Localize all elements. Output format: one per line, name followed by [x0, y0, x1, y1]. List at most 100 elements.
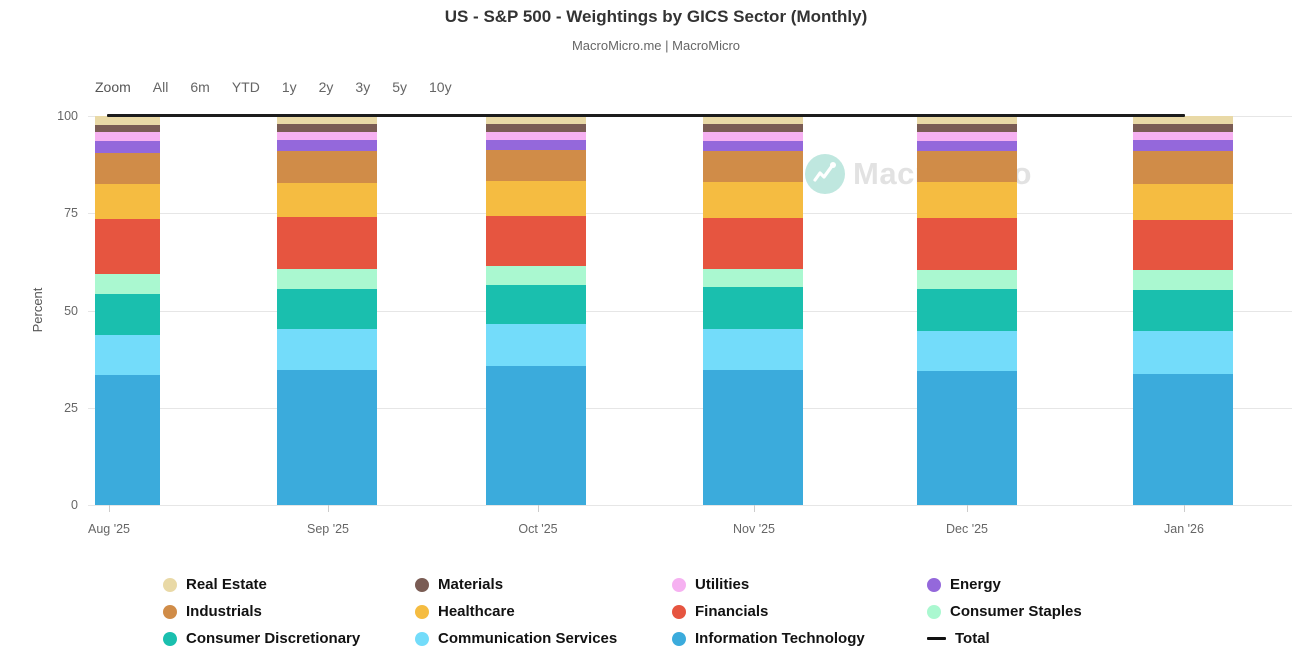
bar-segment-healthcare[interactable]	[277, 183, 377, 218]
legend-item-industrials[interactable]: Industrials	[163, 603, 415, 620]
bar-segment-financials[interactable]	[486, 216, 586, 267]
bar-segment-healthcare[interactable]	[486, 181, 586, 217]
range-button-10y[interactable]: 10y	[429, 79, 452, 95]
bar-segment-utilities[interactable]	[1133, 132, 1233, 141]
range-button-6m[interactable]: 6m	[190, 79, 210, 95]
legend-item-materials[interactable]: Materials	[415, 576, 672, 593]
bar-segment-real-estate[interactable]	[486, 116, 586, 124]
bar-segment-consumer-staples[interactable]	[277, 269, 377, 289]
bar-segment-industrials[interactable]	[486, 149, 586, 182]
bar-segment-utilities[interactable]	[277, 131, 377, 141]
bar-segment-communication-services[interactable]	[95, 334, 160, 375]
bar-segment-consumer-staples[interactable]	[703, 268, 803, 288]
legend-item-real-estate[interactable]: Real Estate	[163, 576, 415, 593]
x-tick-aug-25	[109, 505, 110, 512]
bar-segment-consumer-discretionary[interactable]	[1133, 290, 1233, 331]
bar-segment-real-estate[interactable]	[95, 116, 160, 125]
bar-segment-financials[interactable]	[95, 219, 160, 275]
bar-segment-energy[interactable]	[1133, 140, 1233, 151]
legend-item-utilities[interactable]: Utilities	[672, 576, 927, 593]
bar-segment-energy[interactable]	[486, 139, 586, 150]
gridline-75	[88, 213, 1292, 215]
bar-segment-communication-services[interactable]	[703, 328, 803, 370]
bar-segment-consumer-discretionary[interactable]	[277, 288, 377, 330]
bar-segment-materials[interactable]	[486, 123, 586, 132]
bar-dec-25[interactable]	[917, 116, 1017, 505]
bar-jan-26[interactable]	[1133, 116, 1233, 505]
bar-segment-industrials[interactable]	[917, 151, 1017, 183]
bar-segment-industrials[interactable]	[1133, 150, 1233, 185]
range-button-ytd[interactable]: YTD	[231, 79, 260, 95]
bar-segment-materials[interactable]	[917, 124, 1017, 133]
bar-segment-consumer-discretionary[interactable]	[95, 294, 160, 335]
bar-segment-utilities[interactable]	[95, 132, 160, 141]
bar-segment-information-technology[interactable]	[703, 369, 803, 505]
range-button-2y[interactable]: 2y	[318, 79, 334, 95]
bar-segment-communication-services[interactable]	[917, 331, 1017, 372]
bar-segment-utilities[interactable]	[703, 132, 803, 142]
bar-segment-communication-services[interactable]	[277, 329, 377, 370]
legend-item-communication-services[interactable]: Communication Services	[415, 630, 672, 647]
bar-segment-communication-services[interactable]	[486, 324, 586, 367]
healthcare-dot-icon	[415, 604, 429, 619]
bar-segment-financials[interactable]	[703, 218, 803, 269]
bar-segment-energy[interactable]	[917, 141, 1017, 152]
x-tick-label-jan-26: Jan '26	[1164, 522, 1204, 536]
bar-segment-utilities[interactable]	[917, 132, 1017, 142]
gridline-25	[88, 407, 1292, 409]
bar-segment-materials[interactable]	[703, 124, 803, 133]
bar-segment-consumer-discretionary[interactable]	[703, 287, 803, 329]
bar-segment-materials[interactable]	[277, 123, 377, 132]
bar-segment-real-estate[interactable]	[703, 116, 803, 125]
bar-segment-healthcare[interactable]	[703, 182, 803, 219]
bar-segment-information-technology[interactable]	[486, 366, 586, 505]
legend-item-information-technology[interactable]: Information Technology	[672, 630, 927, 647]
bar-segment-real-estate[interactable]	[1133, 116, 1233, 124]
bar-segment-energy[interactable]	[277, 140, 377, 151]
bar-segment-energy[interactable]	[95, 140, 160, 153]
bar-sep-25[interactable]	[277, 116, 377, 505]
bar-segment-communication-services[interactable]	[1133, 330, 1233, 374]
bar-segment-real-estate[interactable]	[917, 116, 1017, 125]
range-button-all[interactable]: All	[152, 79, 169, 95]
bar-segment-healthcare[interactable]	[917, 182, 1017, 219]
bar-segment-consumer-discretionary[interactable]	[917, 289, 1017, 332]
bar-segment-industrials[interactable]	[95, 152, 160, 185]
bar-segment-utilities[interactable]	[486, 131, 586, 140]
legend-item-financials[interactable]: Financials	[672, 603, 927, 620]
bar-nov-25[interactable]	[703, 116, 803, 505]
bar-segment-financials[interactable]	[277, 217, 377, 270]
legend-item-energy[interactable]: Energy	[927, 576, 1147, 593]
bar-segment-information-technology[interactable]	[95, 374, 160, 505]
bar-segment-information-technology[interactable]	[277, 369, 377, 505]
legend-item-consumer-discretionary[interactable]: Consumer Discretionary	[163, 630, 415, 647]
bar-oct-25[interactable]	[486, 116, 586, 505]
bar-segment-consumer-discretionary[interactable]	[486, 284, 586, 325]
bar-segment-healthcare[interactable]	[95, 184, 160, 220]
range-button-3y[interactable]: 3y	[355, 79, 371, 95]
range-button-1y[interactable]: 1y	[281, 79, 297, 95]
bar-segment-financials[interactable]	[917, 218, 1017, 270]
bar-aug-25[interactable]	[95, 116, 160, 505]
bar-segment-materials[interactable]	[95, 124, 160, 133]
range-button-5y[interactable]: 5y	[392, 79, 407, 95]
legend-item-total[interactable]: Total	[927, 630, 1147, 647]
bar-segment-information-technology[interactable]	[1133, 373, 1233, 505]
bar-segment-energy[interactable]	[703, 141, 803, 152]
bar-segment-healthcare[interactable]	[1133, 184, 1233, 221]
bar-segment-consumer-staples[interactable]	[1133, 269, 1233, 291]
bar-segment-financials[interactable]	[1133, 220, 1233, 270]
bar-segment-industrials[interactable]	[277, 150, 377, 184]
bar-segment-information-technology[interactable]	[917, 371, 1017, 505]
bar-segment-real-estate[interactable]	[277, 116, 377, 124]
chart-subtitle: MacroMicro.me | MacroMicro	[571, 38, 741, 53]
bar-segment-consumer-staples[interactable]	[486, 266, 586, 285]
legend-item-consumer-staples[interactable]: Consumer Staples	[927, 603, 1147, 620]
bar-segment-consumer-staples[interactable]	[917, 269, 1017, 290]
legend-item-healthcare[interactable]: Healthcare	[415, 603, 672, 620]
bar-segment-industrials[interactable]	[703, 151, 803, 183]
bar-segment-consumer-staples[interactable]	[95, 274, 160, 295]
bar-segment-materials[interactable]	[1133, 123, 1233, 133]
